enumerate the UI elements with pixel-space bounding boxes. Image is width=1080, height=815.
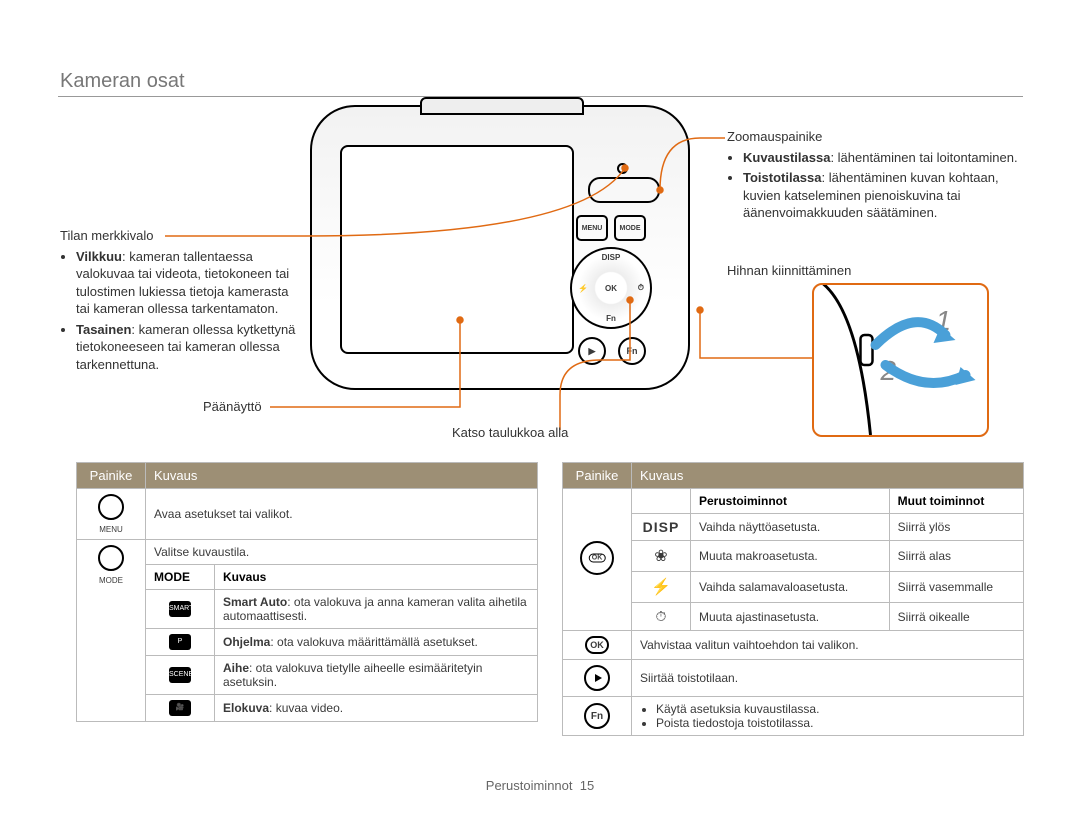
play-button: ▶ bbox=[578, 337, 606, 365]
fn-icon: Fn bbox=[584, 703, 610, 729]
zoom-button bbox=[588, 177, 660, 203]
table-right: Painike Kuvaus Perustoiminnot Muut toimi… bbox=[562, 462, 1024, 736]
callout-strap: Hihnan kiinnittäminen bbox=[727, 262, 851, 280]
button-tables: Painike Kuvaus MENU Avaa asetukset tai v… bbox=[76, 462, 1024, 736]
table-row: Muuta makroasetusta.Siirrä alas bbox=[563, 541, 1024, 572]
program-icon: P bbox=[169, 634, 191, 650]
scene-icon: SCENE bbox=[169, 667, 191, 683]
main-display-area bbox=[340, 145, 574, 354]
mode-icon bbox=[98, 545, 124, 571]
table-row: Muuta ajastinasetusta.Siirrä oikealle bbox=[563, 603, 1024, 631]
mode-button: MODE bbox=[614, 215, 646, 241]
flash-icon bbox=[651, 581, 671, 595]
movie-icon: 🎥 bbox=[169, 700, 191, 716]
camera-illustration: MENU MODE DISPFn ⚡⏱ ▶ Fn bbox=[310, 105, 690, 390]
menu-icon bbox=[98, 494, 124, 520]
table-row: Siirtää toistotilaan. bbox=[563, 660, 1024, 697]
table-row: MODE Valitse kuvaustila. bbox=[77, 540, 538, 565]
table-row: Vaihda salamavaloasetusta.Siirrä vasemma… bbox=[563, 572, 1024, 603]
strap-illustration: 1 2 bbox=[812, 283, 989, 437]
callout-status: Tilan merkkivalo Vilkkuu: kameran tallen… bbox=[60, 227, 305, 376]
menu-button: MENU bbox=[576, 215, 608, 241]
dpad-icon bbox=[580, 541, 614, 575]
table-row: OKVahvistaa valitun vaihtoehdon tai vali… bbox=[563, 631, 1024, 660]
table-row: Fn Käytä asetuksia kuvaustilassa. Poista… bbox=[563, 697, 1024, 736]
ok-icon: OK bbox=[585, 636, 609, 654]
table-row: MENU Avaa asetukset tai valikot. bbox=[77, 489, 538, 540]
callout-zoom: Zoomauspainike Kuvaustilassa: lähentämin… bbox=[727, 128, 1027, 225]
dpad: DISPFn ⚡⏱ bbox=[570, 247, 652, 329]
callout-seebelow: Katso taulukkoa alla bbox=[452, 424, 568, 442]
disp-icon: DISP bbox=[643, 519, 680, 535]
fn-button: Fn bbox=[618, 337, 646, 365]
play-icon bbox=[584, 665, 610, 691]
page-title: Kameran osat bbox=[60, 70, 185, 93]
smart-icon: SMART bbox=[169, 601, 191, 617]
table-row: DISPVaihda näyttöasetusta.Siirrä ylös bbox=[563, 514, 1024, 541]
table-left: Painike Kuvaus MENU Avaa asetukset tai v… bbox=[76, 462, 538, 722]
timer-icon bbox=[656, 610, 667, 624]
page-footer: Perustoiminnot 15 bbox=[0, 778, 1080, 793]
status-led bbox=[617, 163, 628, 174]
callout-display: Päänäyttö bbox=[203, 398, 262, 416]
macro-icon bbox=[654, 550, 667, 564]
